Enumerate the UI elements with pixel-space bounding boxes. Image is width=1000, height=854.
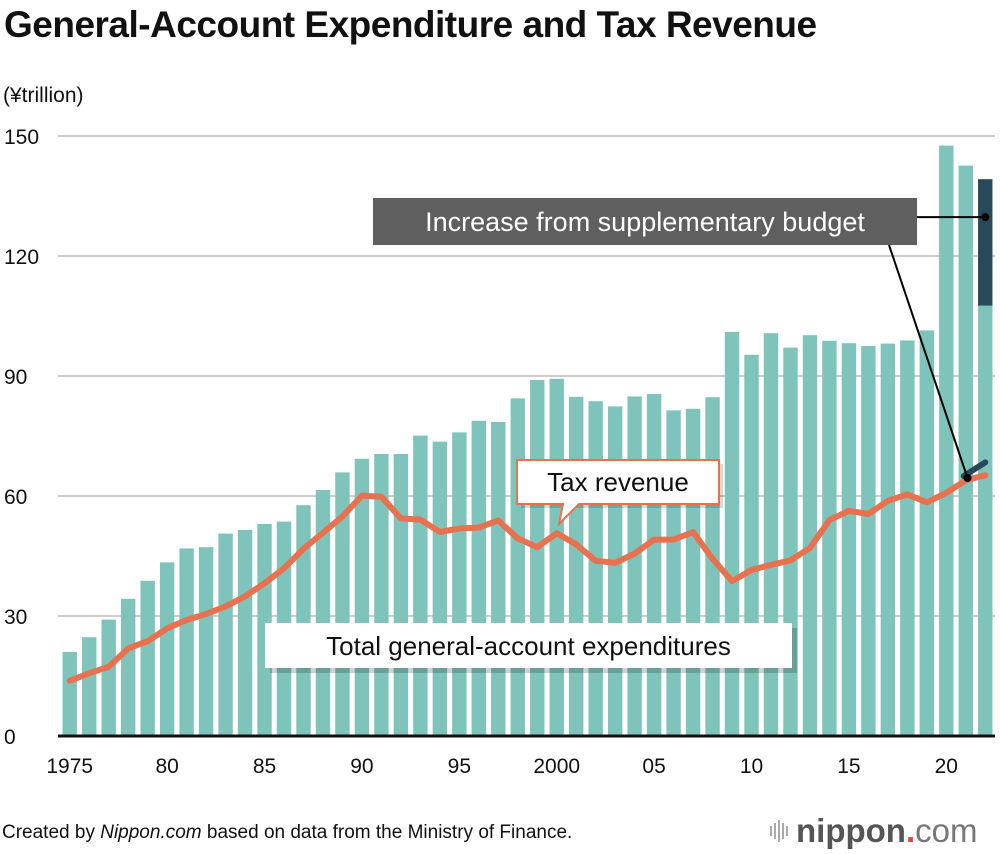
expenditure-bar	[140, 580, 155, 736]
expenditure-bar	[82, 637, 97, 736]
expenditure-bar	[919, 330, 935, 736]
x-tick-label: 80	[155, 755, 178, 778]
source-prefix: Created by	[2, 822, 101, 843]
x-tick-label: 1975	[46, 755, 93, 778]
expenditure-bar	[724, 332, 740, 736]
y-tick-label: 0	[4, 726, 16, 749]
logo-sound-bars-icon	[770, 820, 788, 842]
expenditure-bar	[471, 420, 487, 736]
expenditure-bar	[568, 396, 584, 736]
expenditure-bar	[646, 394, 662, 736]
expenditure-bar	[900, 340, 915, 736]
expenditure-bar	[296, 505, 311, 736]
supplementary-box	[373, 198, 917, 245]
x-tick-labels: 1975 80 85 90 95 2000 05 10 15 20	[46, 755, 958, 778]
logo-name: nippon	[796, 812, 906, 849]
expenditure-bar	[452, 432, 467, 736]
y-tick-label: 30	[4, 606, 27, 629]
leader-dot-bar	[981, 213, 990, 222]
supplementary-bar	[978, 179, 993, 306]
expenditure-bar	[627, 396, 642, 736]
x-tick-label: 10	[740, 755, 763, 778]
supplementary-tax-segment	[960, 459, 989, 479]
leader-line-tax	[888, 244, 969, 479]
expenditure-bar	[744, 354, 759, 736]
expenditure-bar	[549, 378, 564, 736]
x-tick-label: 90	[350, 755, 373, 778]
tax-revenue-line	[66, 472, 989, 684]
supplementary-label: Increase from supplementary budget	[425, 207, 865, 237]
expenditure-bar	[530, 380, 545, 736]
expenditure-bar	[939, 145, 954, 737]
expenditure-bar	[315, 490, 331, 736]
total-expenditures-label: Total general-account expenditures	[326, 631, 731, 661]
y-tick-label: 150	[4, 126, 39, 149]
x-tick-label: 95	[448, 755, 471, 778]
expenditure-bar	[822, 340, 837, 736]
expenditure-bar	[101, 619, 116, 736]
nippon-logo: nippon. com	[770, 812, 977, 850]
x-tick-label: 20	[935, 755, 958, 778]
expenditure-bar	[491, 422, 506, 736]
y-tick-label: 90	[4, 366, 27, 389]
expenditure-bar	[880, 343, 896, 736]
y-tick-label: 120	[4, 246, 39, 269]
expenditure-bar	[763, 333, 779, 736]
expenditure-bar	[432, 441, 448, 736]
y-tick-labels: 0 30 60 90 120 150	[4, 126, 39, 749]
tax-revenue-label: Tax revenue	[547, 467, 689, 497]
expenditure-bar	[335, 472, 350, 736]
expenditure-bar	[841, 343, 857, 736]
expenditure-bar	[802, 335, 818, 736]
y-axis-unit-label: (¥trillion)	[3, 84, 84, 107]
chart-title: General-Account Expenditure and Tax Reve…	[4, 4, 817, 45]
expenditure-bar	[120, 598, 136, 736]
expenditure-bar	[179, 548, 194, 736]
x-tick-label: 05	[642, 755, 665, 778]
expenditure-bar	[198, 547, 214, 736]
expenditure-bar	[685, 408, 701, 736]
expenditure-bar	[62, 652, 77, 736]
tax-revenue-callout	[516, 459, 720, 528]
expenditure-bar	[413, 435, 428, 736]
y-tick-label: 60	[4, 486, 27, 509]
expenditure-bar	[510, 398, 525, 736]
expenditure-bar	[393, 454, 409, 736]
leader-dot-tax	[963, 474, 972, 482]
expenditure-bar	[607, 406, 623, 736]
expenditure-bar	[159, 562, 175, 736]
expenditure-bar	[588, 401, 603, 736]
expenditure-bar	[783, 347, 798, 736]
tax-revenue-lines	[66, 459, 989, 684]
logo-dot: .	[905, 812, 916, 849]
expenditure-bar	[958, 165, 973, 737]
total-expenditures-box	[265, 623, 792, 668]
source-name: Nippon.com	[100, 822, 202, 843]
expenditure-bar	[861, 346, 876, 736]
expenditure-bar	[978, 305, 993, 736]
source-suffix: based on data from the Ministry of Finan…	[201, 822, 573, 843]
expenditure-bar	[218, 533, 233, 736]
source-note: Created by Nippon.com based on data from…	[2, 822, 572, 844]
annotations: Tax revenue Total general-account expendi…	[265, 198, 990, 673]
supplementary-bars	[978, 179, 993, 306]
x-tick-label: 85	[253, 755, 276, 778]
x-tick-label: 2000	[533, 755, 580, 778]
expenditure-bar	[237, 530, 253, 736]
logo-tld: com	[915, 812, 978, 849]
x-tick-label: 15	[837, 755, 860, 778]
